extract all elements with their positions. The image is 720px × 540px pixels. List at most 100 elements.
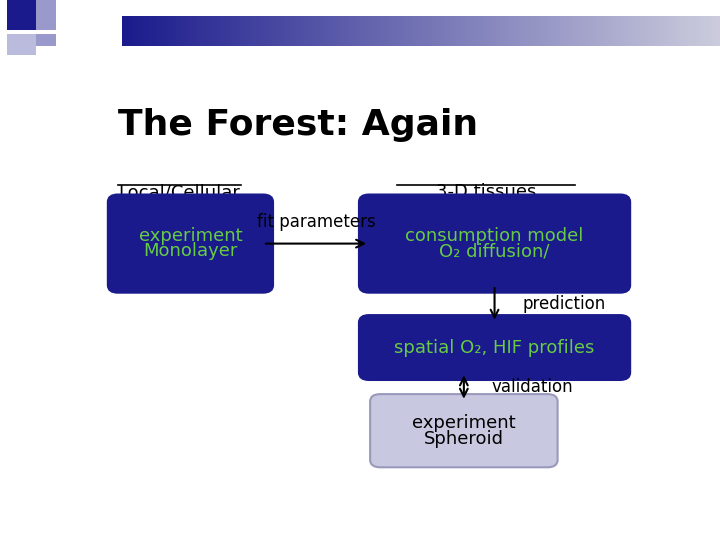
Bar [666, 16, 668, 46]
Bar [161, 16, 162, 46]
Bar [244, 16, 246, 46]
Bar [426, 16, 427, 46]
Bar [190, 16, 192, 46]
Bar [431, 16, 433, 46]
Bar [629, 16, 631, 46]
Bar [449, 16, 451, 46]
Bar [136, 16, 138, 46]
Bar [525, 16, 527, 46]
Bar [618, 16, 621, 46]
Bar [395, 16, 397, 46]
Bar [143, 16, 144, 46]
Bar [364, 16, 366, 46]
Bar [716, 16, 718, 46]
Bar [647, 16, 648, 46]
Bar [423, 16, 426, 46]
Bar [656, 16, 658, 46]
Bar [413, 16, 415, 46]
Bar [218, 16, 220, 46]
Bar [459, 16, 461, 46]
Bar [543, 16, 545, 46]
Bar [228, 16, 230, 46]
Bar [180, 16, 182, 46]
Bar [361, 16, 364, 46]
Bar [546, 16, 549, 46]
Text: Spheroid: Spheroid [424, 430, 504, 448]
Bar [382, 16, 383, 46]
Bar [624, 16, 626, 46]
Bar [509, 16, 510, 46]
Bar [634, 16, 636, 46]
Bar [593, 16, 595, 46]
Bar [232, 16, 234, 46]
Bar [200, 16, 202, 46]
Bar [608, 16, 611, 46]
Bar [559, 16, 561, 46]
Bar [266, 16, 268, 46]
Bar [220, 16, 222, 46]
Bar [196, 16, 198, 46]
Bar [499, 16, 501, 46]
Bar [621, 16, 622, 46]
Bar [372, 16, 374, 46]
Bar [536, 16, 539, 46]
Bar [346, 16, 348, 46]
Bar [678, 16, 680, 46]
Bar [250, 16, 252, 46]
Bar [330, 16, 331, 46]
Bar [236, 16, 238, 46]
Bar [483, 16, 485, 46]
Bar [343, 16, 346, 46]
Bar [712, 16, 714, 46]
Bar [286, 16, 288, 46]
Bar [564, 16, 567, 46]
Bar [611, 16, 613, 46]
Bar [320, 16, 322, 46]
Bar [168, 16, 170, 46]
FancyBboxPatch shape [108, 194, 273, 293]
Bar [463, 16, 465, 46]
Text: O₂ diffusion/: O₂ diffusion/ [439, 242, 550, 260]
Bar [318, 16, 320, 46]
Bar [392, 16, 393, 46]
Bar [325, 16, 328, 46]
Bar [288, 16, 289, 46]
Bar [507, 16, 509, 46]
Text: spatial O₂, HIF profiles: spatial O₂, HIF profiles [395, 339, 595, 356]
Bar [690, 16, 692, 46]
Bar [415, 16, 417, 46]
Bar [252, 16, 254, 46]
Bar [696, 16, 698, 46]
Bar [314, 16, 315, 46]
Bar [682, 16, 684, 46]
Bar [435, 16, 437, 46]
Bar [437, 16, 439, 46]
Bar [366, 16, 367, 46]
Bar [708, 16, 710, 46]
Bar [264, 16, 266, 46]
Bar [409, 16, 411, 46]
Bar [562, 16, 564, 46]
Bar [170, 16, 172, 46]
Bar [700, 16, 702, 46]
Bar [453, 16, 455, 46]
Bar [156, 16, 158, 46]
Bar [457, 16, 459, 46]
Bar [551, 16, 553, 46]
Bar [704, 16, 706, 46]
Bar [445, 16, 447, 46]
Bar [258, 16, 260, 46]
Bar [356, 16, 357, 46]
Bar [132, 16, 135, 46]
Bar [214, 16, 216, 46]
Bar [260, 16, 262, 46]
Bar [224, 16, 226, 46]
Bar [688, 16, 690, 46]
Bar [204, 16, 206, 46]
Text: 3-D tissues: 3-D tissues [436, 183, 536, 201]
Bar [465, 16, 467, 46]
Bar [461, 16, 463, 46]
Bar [614, 16, 616, 46]
Bar [590, 16, 593, 46]
Bar [276, 16, 278, 46]
